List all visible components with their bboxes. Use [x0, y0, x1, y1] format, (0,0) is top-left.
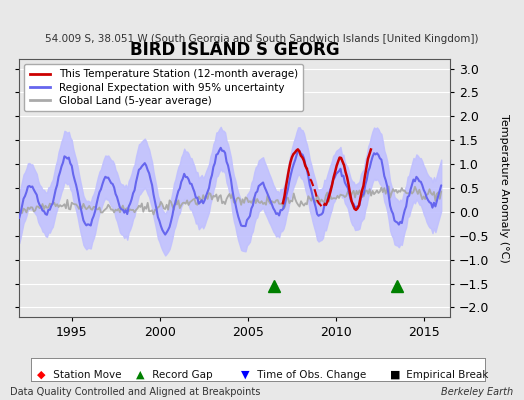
- Text: ◆: ◆: [37, 370, 45, 380]
- Text: Empirical Break: Empirical Break: [403, 370, 489, 380]
- Text: ▲: ▲: [136, 370, 145, 380]
- Text: 54.009 S, 38.051 W (South Georgia and South Sandwich Islands [United Kingdom]): 54.009 S, 38.051 W (South Georgia and So…: [45, 34, 479, 44]
- Text: Time of Obs. Change: Time of Obs. Change: [254, 370, 366, 380]
- Text: ■: ■: [390, 370, 401, 380]
- Title: BIRD ISLAND S GEORG: BIRD ISLAND S GEORG: [130, 41, 340, 59]
- Legend: This Temperature Station (12-month average), Regional Expectation with 95% uncer: This Temperature Station (12-month avera…: [25, 64, 303, 111]
- Text: Record Gap: Record Gap: [149, 370, 213, 380]
- Text: Data Quality Controlled and Aligned at Breakpoints: Data Quality Controlled and Aligned at B…: [10, 387, 261, 397]
- Text: Station Move: Station Move: [50, 370, 121, 380]
- Y-axis label: Temperature Anomaly (°C): Temperature Anomaly (°C): [499, 114, 509, 262]
- Text: ▼: ▼: [241, 370, 249, 380]
- Text: Berkeley Earth: Berkeley Earth: [441, 387, 514, 397]
